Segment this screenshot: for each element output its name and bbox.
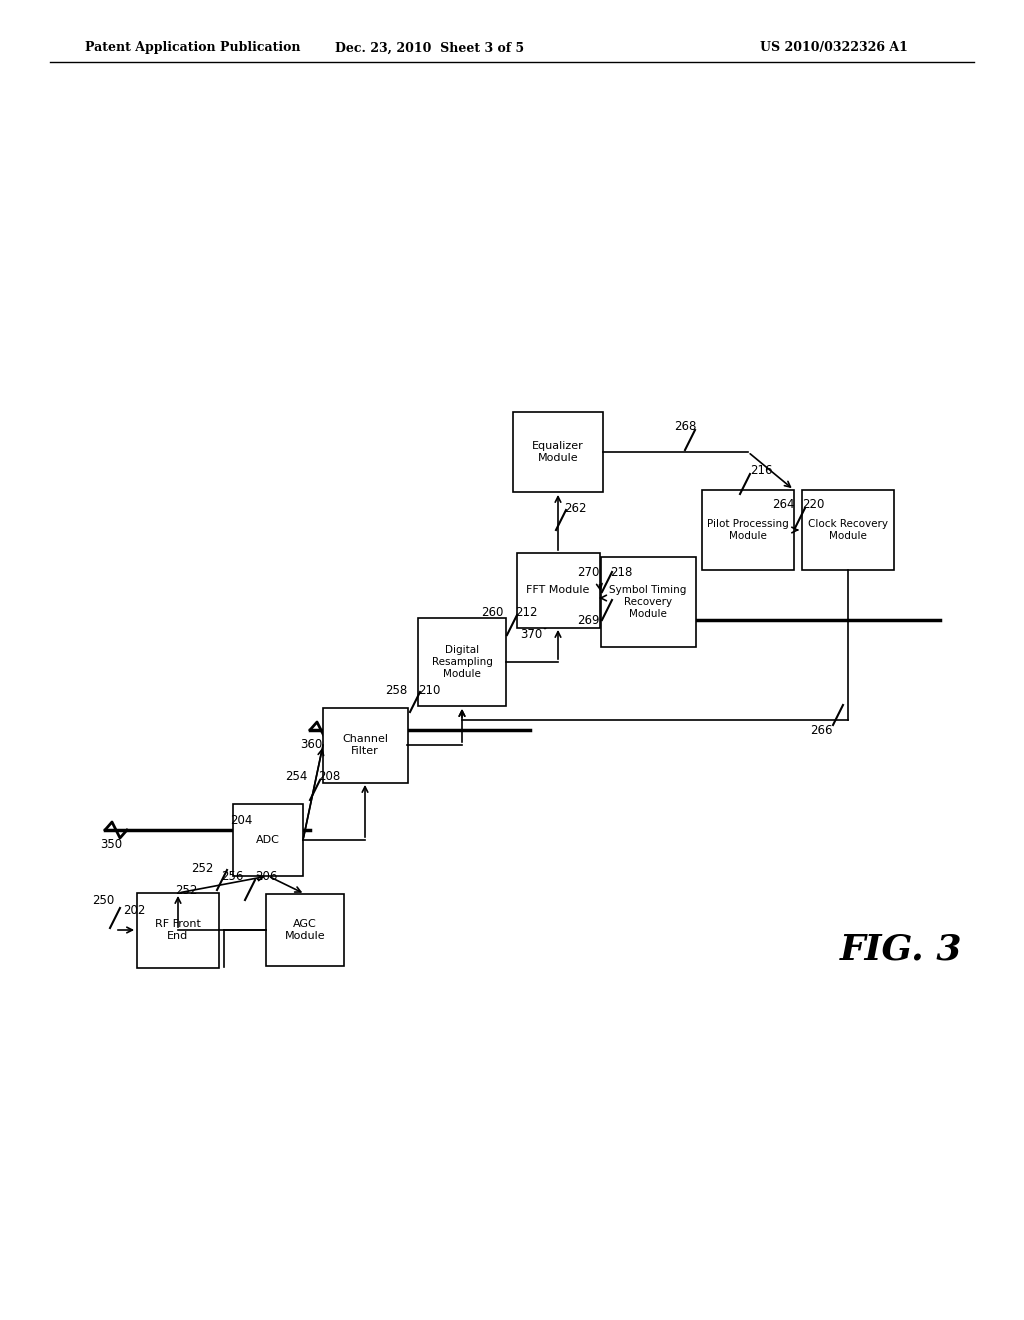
Text: ADC: ADC (256, 836, 280, 845)
Text: Symbol Timing
Recovery
Module: Symbol Timing Recovery Module (609, 585, 687, 619)
Text: 270: 270 (578, 565, 600, 578)
Text: Digital
Resampling
Module: Digital Resampling Module (431, 645, 493, 678)
Bar (802, 490, 894, 570)
Text: 208: 208 (318, 771, 340, 784)
Bar (137, 892, 219, 968)
Bar (513, 412, 603, 492)
Bar (418, 618, 506, 706)
Text: 256: 256 (220, 870, 243, 883)
Text: 202: 202 (123, 903, 145, 916)
Text: FIG. 3: FIG. 3 (840, 933, 963, 968)
Text: 360: 360 (300, 738, 323, 751)
Text: Dec. 23, 2010  Sheet 3 of 5: Dec. 23, 2010 Sheet 3 of 5 (336, 41, 524, 54)
Text: 269: 269 (578, 614, 600, 627)
Text: AGC
Module: AGC Module (285, 919, 326, 941)
Bar (702, 490, 794, 570)
Text: 210: 210 (418, 684, 440, 697)
Text: 264: 264 (772, 499, 795, 511)
Bar (600, 557, 695, 647)
Text: 262: 262 (564, 502, 587, 515)
Text: FFT Module: FFT Module (526, 585, 590, 595)
Text: Equalizer
Module: Equalizer Module (532, 441, 584, 463)
Text: 350: 350 (100, 838, 122, 851)
Text: 370: 370 (520, 628, 543, 642)
Text: RF Front
End: RF Front End (155, 919, 201, 941)
Bar (323, 708, 408, 783)
Text: 204: 204 (230, 813, 252, 826)
Text: Patent Application Publication: Patent Application Publication (85, 41, 300, 54)
Bar (233, 804, 303, 876)
Text: 212: 212 (515, 606, 538, 619)
Text: 252: 252 (191, 862, 214, 874)
Text: 218: 218 (610, 565, 633, 578)
Text: 250: 250 (92, 894, 114, 907)
Text: 268: 268 (674, 421, 696, 433)
Bar (516, 553, 599, 627)
Text: 220: 220 (802, 499, 824, 511)
Text: 258: 258 (385, 684, 407, 697)
Text: 266: 266 (811, 723, 833, 737)
Bar (266, 894, 344, 966)
Text: 254: 254 (285, 771, 307, 784)
Text: 260: 260 (481, 606, 504, 619)
Text: Clock Recovery
Module: Clock Recovery Module (808, 519, 888, 541)
Text: Pilot Processing
Module: Pilot Processing Module (708, 519, 788, 541)
Text: 252: 252 (175, 883, 198, 896)
Text: US 2010/0322326 A1: US 2010/0322326 A1 (760, 41, 908, 54)
Text: Channel
Filter: Channel Filter (342, 734, 388, 756)
Text: 216: 216 (750, 463, 772, 477)
Text: 206: 206 (255, 870, 278, 883)
